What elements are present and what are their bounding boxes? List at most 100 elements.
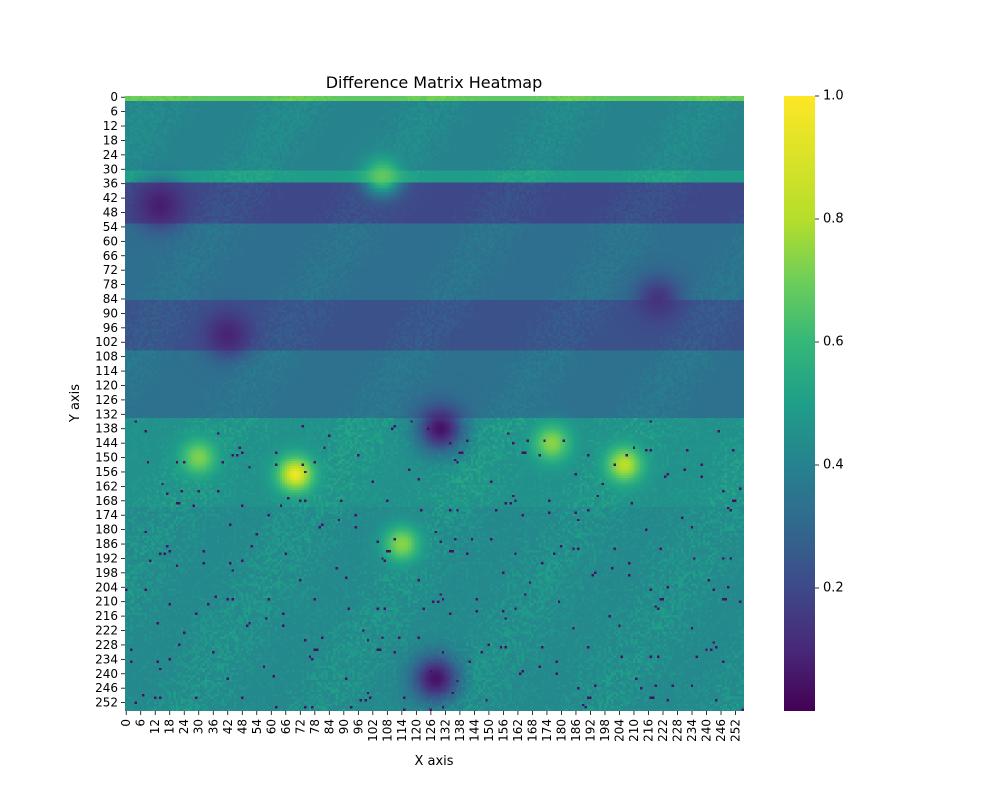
x-tick-label: 138: [453, 719, 467, 742]
x-tick-label: 228: [671, 719, 685, 742]
x-tick-label: 234: [685, 719, 699, 742]
colorbar-tick-label: 0.4: [823, 458, 844, 473]
y-tick-label: 78: [103, 278, 118, 292]
x-tick-label: 108: [380, 719, 394, 742]
x-tick-label: 48: [235, 719, 249, 734]
y-tick-label: 48: [103, 206, 118, 220]
y-tick-label: 72: [103, 263, 118, 277]
y-tick-label: 186: [95, 537, 118, 551]
y-tick-label: 216: [95, 609, 118, 623]
colorbar: [784, 96, 815, 711]
colorbar-tick-label: 0.8: [823, 212, 844, 227]
x-tick-label: 114: [395, 719, 409, 742]
y-tick-label: 174: [95, 508, 118, 522]
y-tick-label: 162: [95, 479, 118, 493]
x-tick-label: 240: [700, 719, 714, 742]
y-tick-label: 144: [95, 436, 118, 450]
y-tick-label: 222: [95, 624, 118, 638]
x-tick-label: 66: [279, 719, 293, 734]
colorbar-tick-label: 1.0: [823, 89, 844, 104]
x-tick-label: 12: [148, 719, 162, 734]
y-tick-label: 102: [95, 335, 118, 349]
x-tick-label: 156: [496, 719, 510, 742]
x-tick-label: 72: [293, 719, 307, 734]
x-tick-label: 18: [163, 719, 177, 734]
y-tick-label: 18: [103, 133, 118, 147]
y-tick-label: 120: [95, 378, 118, 392]
y-axis-label: Y axis: [68, 384, 83, 423]
y-tick-label: 60: [103, 234, 118, 248]
y-tick-label: 210: [95, 595, 118, 609]
y-tick-label: 108: [95, 350, 118, 364]
x-tick-label: 162: [511, 719, 525, 742]
y-tick-label: 132: [95, 407, 118, 421]
x-axis-label: X axis: [414, 754, 453, 769]
chart-title: Difference Matrix Heatmap: [326, 73, 543, 92]
x-tick-label: 246: [714, 719, 728, 742]
y-tick-label: 156: [95, 465, 118, 479]
colorbar-ticks: 0.2 0.4 0.6 0.8 1.0: [815, 89, 844, 596]
y-tick-label: 150: [95, 451, 118, 465]
y-tick-label: 138: [95, 422, 118, 436]
x-tick-label: 132: [438, 719, 452, 742]
y-tick-label: 234: [95, 652, 118, 666]
y-tick-label: 84: [103, 292, 118, 306]
y-tick-label: 192: [95, 551, 118, 565]
x-axis-ticks: 0 6 12 18 24 30 36 42 48 54 60 66 72 78 84 90 96 102 108 11…: [119, 711, 743, 742]
x-tick-label: 54: [250, 719, 264, 734]
colorbar-tick-label: 0.2: [823, 581, 844, 596]
x-tick-label: 36: [206, 719, 220, 734]
y-tick-label: 24: [103, 148, 118, 162]
y-tick-label: 228: [95, 638, 118, 652]
y-tick-label: 204: [95, 580, 118, 594]
x-tick-label: 42: [221, 719, 235, 734]
x-tick-label: 120: [409, 719, 423, 742]
x-tick-label: 6: [134, 719, 148, 727]
y-tick-label: 180: [95, 523, 118, 537]
x-tick-label: 84: [322, 719, 336, 734]
y-tick-label: 30: [103, 162, 118, 176]
y-tick-label: 168: [95, 494, 118, 508]
x-tick-label: 198: [598, 719, 612, 742]
heatmap-canvas-holder: [125, 96, 744, 711]
x-tick-label: 192: [583, 719, 597, 742]
x-tick-label: 102: [366, 719, 380, 742]
x-tick-label: 186: [569, 719, 583, 742]
y-tick-label: 252: [95, 696, 118, 710]
y-tick-label: 114: [95, 364, 118, 378]
x-tick-label: 0: [119, 719, 133, 727]
y-tick-label: 12: [103, 119, 118, 133]
x-tick-label: 216: [641, 719, 655, 742]
y-tick-label: 42: [103, 191, 118, 205]
x-tick-label: 30: [192, 719, 206, 734]
x-tick-label: 180: [554, 719, 568, 742]
y-tick-label: 6: [110, 105, 118, 119]
y-tick-label: 96: [103, 321, 118, 335]
y-tick-label: 90: [103, 306, 118, 320]
heatmap-cells: [125, 96, 744, 711]
x-tick-label: 96: [351, 719, 365, 734]
x-tick-label: 144: [467, 719, 481, 742]
x-tick-label: 78: [308, 719, 322, 734]
x-tick-label: 252: [729, 719, 743, 742]
y-tick-label: 240: [95, 667, 118, 681]
y-tick-label: 246: [95, 681, 118, 695]
x-tick-label: 126: [424, 719, 438, 742]
y-tick-label: 36: [103, 177, 118, 191]
x-tick-label: 204: [612, 719, 626, 742]
x-tick-label: 168: [525, 719, 539, 742]
y-tick-label: 0: [110, 90, 118, 104]
y-tick-label: 126: [95, 393, 118, 407]
x-tick-label: 222: [656, 719, 670, 742]
x-tick-label: 210: [627, 719, 641, 742]
colorbar-tick-label: 0.6: [823, 335, 844, 350]
y-tick-label: 198: [95, 566, 118, 580]
y-tick-label: 66: [103, 249, 118, 263]
y-axis-ticks: 0612182430364248546066727884909610210811…: [95, 90, 125, 710]
x-tick-label: 24: [177, 719, 191, 734]
x-tick-label: 90: [337, 719, 351, 734]
x-tick-label: 174: [540, 719, 554, 742]
y-tick-label: 54: [103, 220, 118, 234]
